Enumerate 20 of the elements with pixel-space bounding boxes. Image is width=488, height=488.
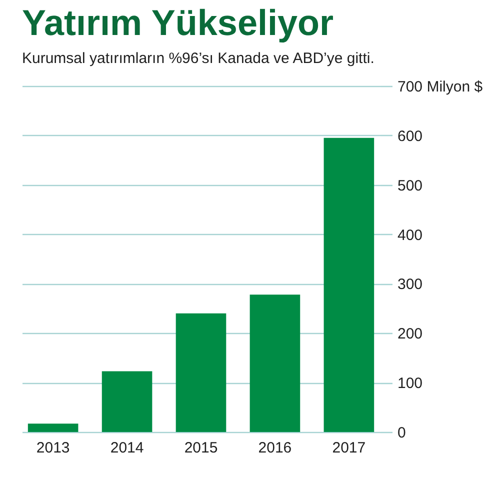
y-tick-label: 100 [398, 375, 423, 392]
bar [28, 424, 78, 432]
y-tick-label: 600 [398, 128, 423, 145]
x-tick-label: 2014 [110, 440, 144, 456]
y-tick-label: 700 Milyon $ [398, 78, 484, 96]
bar [176, 313, 226, 432]
chart-title: Yatırım Yükseliyor [22, 2, 334, 43]
y-tick-label: 400 [398, 226, 423, 244]
x-tick-label: 2017 [332, 440, 366, 456]
bar [102, 371, 152, 432]
y-tick-label: 200 [398, 326, 423, 343]
x-tick-label: 2015 [184, 440, 218, 456]
y-tick-label: 500 [398, 177, 423, 194]
bar [250, 294, 300, 432]
chart-subtitle: Kurumsal yatırımların %96’sı Kanada ve ABD’ye gitti. [22, 50, 374, 67]
bar [324, 138, 374, 432]
y-tick-label: 300 [398, 276, 423, 294]
x-tick-label: 2016 [258, 440, 292, 456]
y-tick-label: 0 [398, 424, 406, 442]
x-tick-label: 2013 [36, 440, 70, 456]
